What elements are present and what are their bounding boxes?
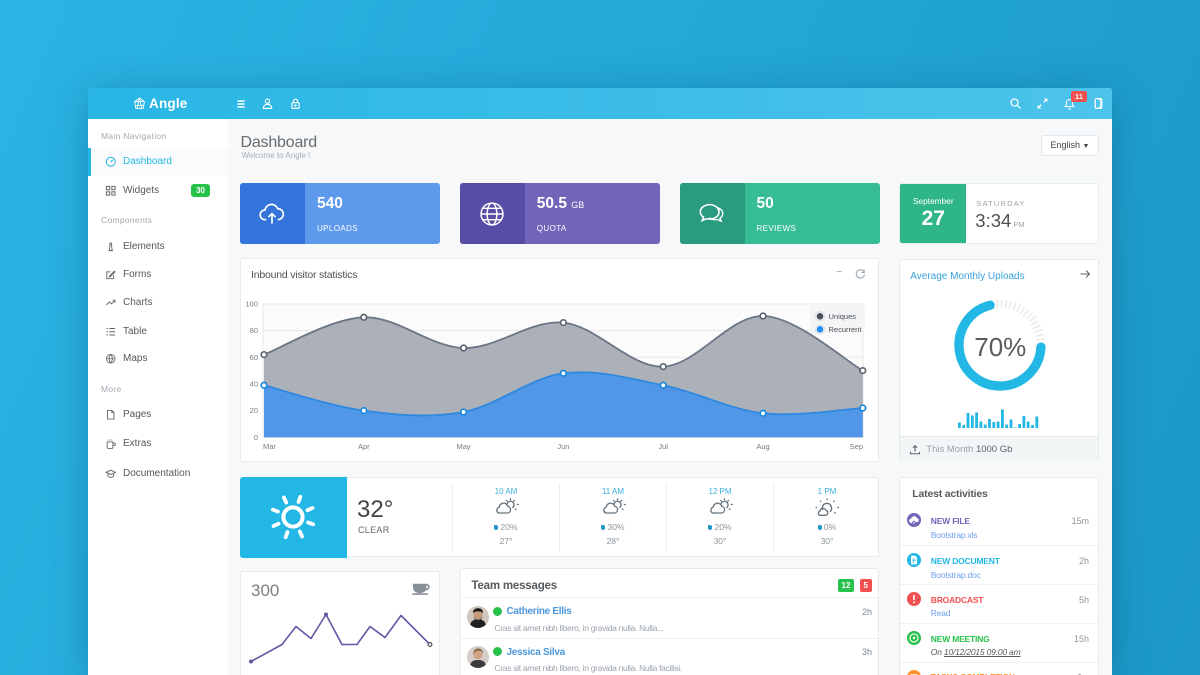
svg-text:Sep: Sep xyxy=(850,442,863,451)
svg-text:Jun: Jun xyxy=(557,442,569,451)
svg-text:Aug: Aug xyxy=(756,442,769,451)
svg-text:Uniques: Uniques xyxy=(829,312,857,321)
svg-text:Apr: Apr xyxy=(358,442,370,451)
svg-text:40: 40 xyxy=(250,380,258,389)
svg-text:Mar: Mar xyxy=(263,442,276,451)
svg-text:80: 80 xyxy=(250,326,258,335)
svg-text:20: 20 xyxy=(250,406,258,415)
svg-text:100: 100 xyxy=(245,300,258,309)
svg-text:0: 0 xyxy=(254,433,258,442)
svg-text:Jul: Jul xyxy=(658,442,668,451)
svg-text:Recurrent: Recurrent xyxy=(829,325,863,334)
svg-text:May: May xyxy=(457,442,471,451)
svg-text:60: 60 xyxy=(250,353,258,362)
